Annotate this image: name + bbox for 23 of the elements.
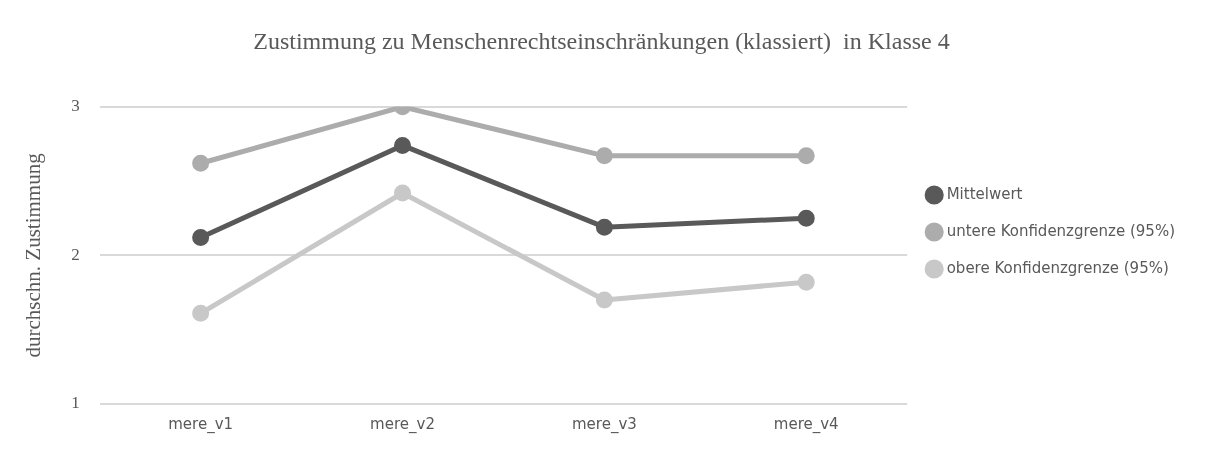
point (192, 154, 210, 172)
y-tick-label: 1 (71, 393, 80, 413)
y-tick-label: 3 (71, 96, 80, 116)
point (797, 209, 815, 227)
legend-label: untere Konfidenzgrenze (95%) (946, 221, 1176, 240)
chart-title: Zustimmung zu Menschenrechtseinschränkungen (klassiert) in Klasse 4 (253, 27, 950, 54)
point (595, 291, 613, 309)
point (797, 273, 815, 291)
legend-label: obere Konfidenzgrenze (95%) (946, 258, 1169, 277)
x-tick-label: mere_v3 (571, 414, 637, 434)
point (595, 147, 613, 165)
point (797, 147, 815, 165)
y-tick-label: 2 (71, 244, 80, 264)
x-tick-label: mere_v4 (773, 414, 839, 434)
y-axis-title: durchschn. Zustimmung (21, 152, 46, 358)
point (192, 304, 210, 322)
point (595, 218, 613, 236)
point (192, 229, 210, 247)
point (394, 184, 412, 202)
x-tick-label: mere_v1 (168, 414, 234, 434)
x-tick-label: mere_v2 (370, 414, 435, 434)
point (394, 136, 412, 154)
legend-label: Mittelwert (946, 184, 1023, 203)
